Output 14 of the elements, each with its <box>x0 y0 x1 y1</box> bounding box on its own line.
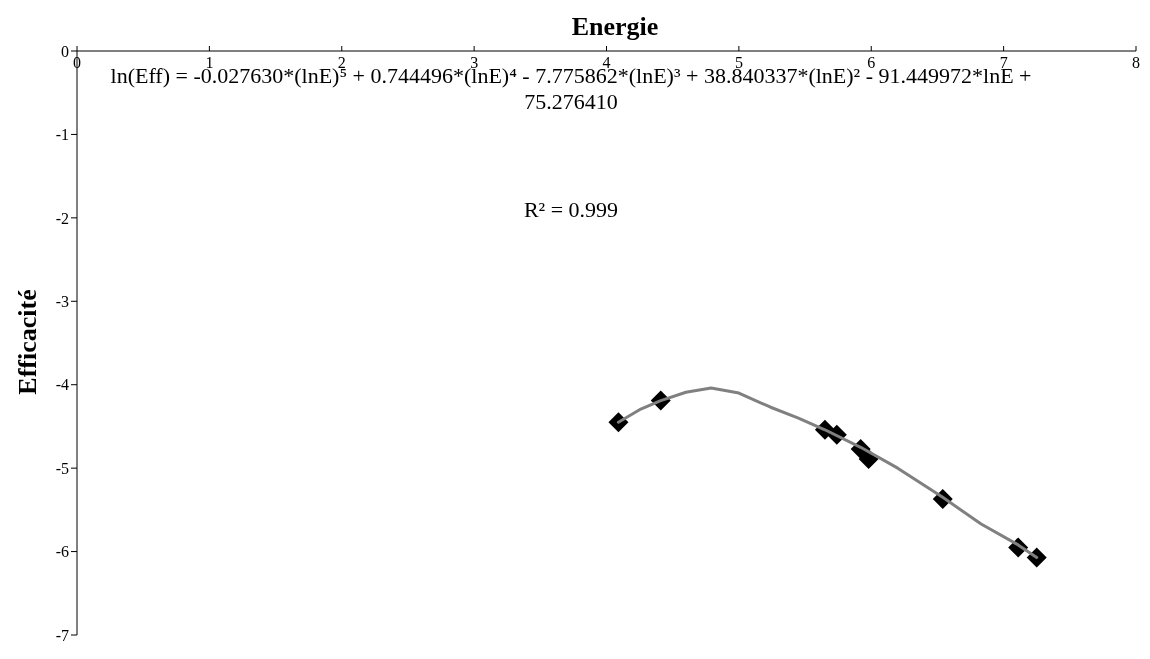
y-tick-label: -4 <box>55 376 69 394</box>
y-tick-label: -1 <box>55 126 69 144</box>
y-axis-title: Efficacité <box>13 289 43 395</box>
chart-title: Energie <box>570 12 660 42</box>
y-tick-label: -5 <box>55 459 69 477</box>
y-tick-label: -3 <box>55 292 69 310</box>
x-tick-label: 8 <box>1132 54 1140 71</box>
y-tick-label: -6 <box>55 543 69 561</box>
x-tick-label: 6 <box>867 54 876 71</box>
y-tick-label: 0 <box>61 42 69 60</box>
x-tick-label: 0 <box>73 54 81 71</box>
y-tick-label: -7 <box>55 626 69 644</box>
y-tick-label: -2 <box>55 209 69 227</box>
annotation: R² = 0.999 <box>522 197 620 223</box>
